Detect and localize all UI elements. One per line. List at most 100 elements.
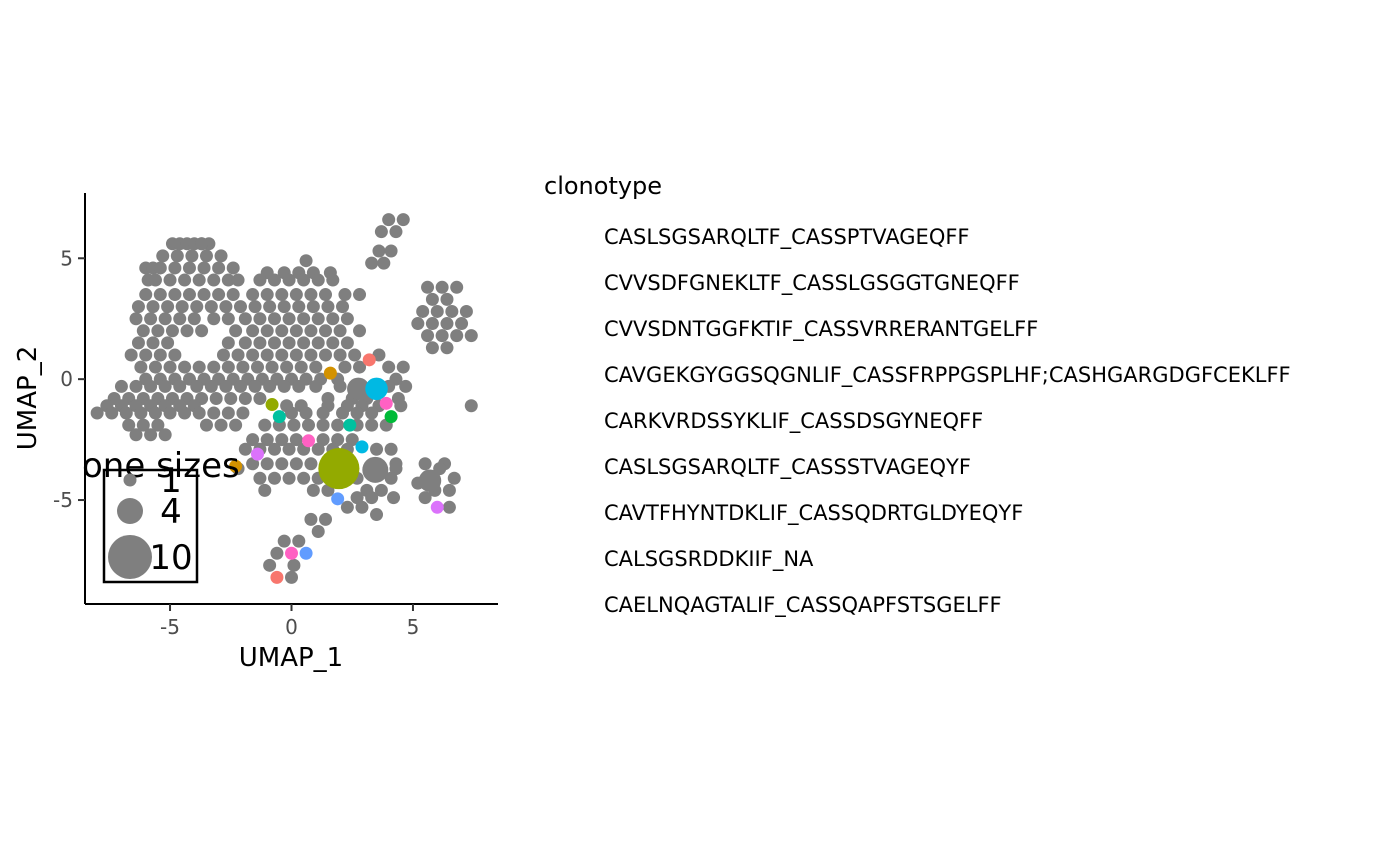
clone-point-large: [347, 377, 370, 401]
cell-point: [316, 406, 330, 420]
cell-point: [311, 312, 325, 326]
cell-point: [246, 288, 260, 302]
cell-point: [212, 288, 226, 302]
cell-point: [309, 360, 323, 374]
cell-point: [445, 304, 459, 318]
cell-point: [246, 324, 260, 338]
cell-point: [319, 512, 333, 526]
size-legend-label: 1: [160, 461, 182, 501]
size-legend-label: 4: [160, 492, 182, 532]
cell-point: [90, 406, 104, 420]
legend-entry-label: CAELNQAGTALIF_CASSQAPFSTSGELFF: [604, 593, 1002, 618]
background-points: [90, 213, 478, 584]
cell-point: [370, 508, 384, 522]
cell-point: [153, 348, 167, 362]
cell-point: [311, 442, 325, 456]
cell-point: [156, 249, 170, 263]
cell-point: [114, 379, 128, 393]
clonotype-point: [323, 366, 337, 380]
cell-point: [326, 273, 340, 287]
cell-point: [204, 300, 218, 314]
cell-point: [195, 324, 209, 338]
cell-point: [287, 418, 301, 432]
cell-point: [282, 273, 296, 287]
cell-point: [253, 312, 267, 326]
cell-point: [365, 256, 379, 270]
clonotype-point: [265, 398, 279, 412]
cell-point: [374, 225, 388, 239]
cell-point: [151, 324, 165, 338]
legend-entry-label: CVVSDFGNEKLTF_CASSLGSGGTGNEQFF: [604, 271, 1020, 296]
cell-point: [282, 442, 296, 456]
cell-point: [221, 360, 235, 374]
cell-point: [260, 348, 274, 362]
cell-point: [442, 483, 456, 497]
cell-point: [275, 348, 289, 362]
cell-point: [277, 379, 291, 393]
cell-point: [173, 379, 187, 393]
cell-point: [345, 433, 359, 447]
x-tick-label: 5: [407, 615, 420, 639]
cell-point: [336, 300, 350, 314]
cell-point: [316, 433, 330, 447]
cell-point: [348, 348, 362, 362]
cell-point: [175, 300, 189, 314]
legend-title: clonotype: [544, 172, 662, 200]
cell-point: [258, 483, 272, 497]
size-legend-key: [108, 535, 152, 579]
cell-point: [316, 418, 330, 432]
legend-entry-label: CARKVRDSSYKLIF_CASSDSGYNEQFF: [604, 409, 983, 434]
cell-point: [238, 336, 252, 350]
cell-point: [263, 300, 277, 314]
cell-point: [219, 379, 233, 393]
cell-point: [144, 312, 158, 326]
cell-point: [302, 418, 316, 432]
cell-point: [134, 406, 148, 420]
cell-point: [199, 418, 213, 432]
cell-point: [289, 288, 303, 302]
cell-point: [161, 300, 175, 314]
cell-point: [411, 317, 425, 331]
cell-point: [365, 406, 379, 420]
cell-point: [365, 491, 379, 505]
x-axis-label: UMAP_1: [239, 643, 343, 673]
cell-point: [282, 312, 296, 326]
cell-point: [275, 288, 289, 302]
cell-point: [168, 288, 182, 302]
cell-point: [163, 406, 177, 420]
cell-point: [226, 261, 240, 275]
cell-point: [299, 406, 313, 420]
cell-point: [304, 457, 318, 471]
cell-point: [260, 288, 274, 302]
cell-point: [131, 336, 145, 350]
cell-point: [263, 558, 277, 572]
cell-point: [168, 261, 182, 275]
cell-point: [129, 379, 143, 393]
cell-point: [163, 360, 177, 374]
cell-point: [129, 312, 143, 326]
size-legend-label: 10: [149, 538, 192, 578]
cell-point: [331, 433, 345, 447]
clonotype-point: [430, 500, 444, 514]
cell-point: [277, 300, 291, 314]
cell-point: [238, 442, 252, 456]
x-tick-label: 0: [285, 615, 298, 639]
cell-point: [158, 379, 172, 393]
cell-point: [229, 324, 243, 338]
cell-point: [311, 524, 325, 538]
cell-point: [158, 312, 172, 326]
cell-point: [182, 261, 196, 275]
cell-point: [416, 304, 430, 318]
cell-point: [221, 273, 235, 287]
y-axis-ticks: -5 0 5: [53, 246, 85, 512]
cell-point: [148, 406, 162, 420]
cell-point: [214, 418, 228, 432]
x-tick-label: -5: [160, 615, 180, 639]
large-points: [318, 377, 442, 492]
cell-point: [153, 261, 167, 275]
legend-entry-label: CALSGSRDDKIIF_NA: [604, 547, 814, 572]
cell-point: [122, 418, 136, 432]
cell-point: [333, 324, 347, 338]
cell-point: [340, 312, 354, 326]
